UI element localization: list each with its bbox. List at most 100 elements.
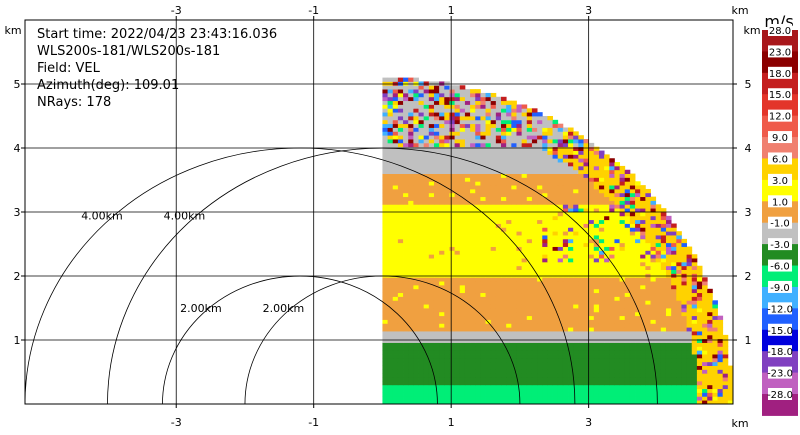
- data-cell: [655, 273, 662, 278]
- data-cell: [428, 258, 435, 263]
- data-cell: [439, 346, 445, 351]
- data-cell: [722, 350, 729, 355]
- data-cell: [382, 277, 388, 282]
- data-cell: [480, 258, 486, 263]
- data-cell: [418, 246, 425, 251]
- data-cell: [650, 208, 657, 213]
- data-cell: [609, 231, 615, 236]
- data-cell: [444, 273, 450, 278]
- data-cell: [598, 311, 605, 317]
- data-cell: [397, 377, 404, 382]
- data-cell: [459, 116, 466, 121]
- data-cell: [568, 354, 574, 359]
- data-cell: [475, 384, 481, 390]
- data-cell: [449, 235, 456, 240]
- data-cell: [562, 388, 569, 393]
- data-cell: [403, 162, 409, 167]
- data-cell: [439, 388, 445, 393]
- data-cell: [686, 327, 693, 332]
- data-cell: [686, 400, 693, 404]
- data-cell: [531, 354, 538, 359]
- data-cell: [382, 173, 388, 178]
- data-cell: [387, 208, 394, 213]
- data-cell: [542, 388, 548, 393]
- data-cell: [655, 350, 662, 355]
- data-cell: [645, 338, 651, 343]
- data-cell: [428, 273, 435, 278]
- data-cell: [423, 380, 430, 386]
- data-cell: [413, 300, 419, 305]
- data-cell: [707, 296, 713, 301]
- data-cell: [397, 361, 404, 366]
- data-cell: [470, 304, 476, 309]
- data-cell: [485, 135, 492, 140]
- data-cell: [676, 392, 682, 397]
- data-cell: [444, 319, 450, 324]
- data-cell: [629, 231, 636, 236]
- data-cell: [624, 308, 631, 313]
- data-cell: [537, 342, 543, 347]
- data-cell: [382, 265, 388, 270]
- data-cell: [604, 346, 610, 351]
- data-cell: [598, 215, 605, 221]
- data-cell: [501, 188, 507, 194]
- data-cell: [645, 292, 651, 297]
- data-cell: [382, 212, 388, 217]
- data-cell: [542, 223, 548, 228]
- data-cell: [392, 146, 399, 151]
- data-cell: [423, 315, 430, 320]
- data-cell: [696, 281, 703, 286]
- data-cell: [542, 258, 548, 263]
- data-cell: [454, 361, 461, 366]
- data-cell: [428, 327, 435, 332]
- data-cell: [428, 319, 435, 324]
- data-cell: [552, 139, 559, 144]
- data-cell: [490, 327, 497, 332]
- data-cell: [480, 334, 486, 340]
- data-cell: [470, 342, 476, 347]
- data-cell: [511, 204, 517, 209]
- data-cell: [454, 150, 461, 155]
- data-cell: [413, 119, 419, 125]
- data-cell: [408, 131, 414, 136]
- data-cell: [444, 308, 450, 313]
- data-cell: [537, 112, 543, 117]
- data-cell: [418, 281, 425, 286]
- data-cell: [470, 296, 476, 301]
- data-cell: [387, 158, 394, 163]
- data-cell: [676, 265, 682, 270]
- data-cell: [403, 292, 409, 297]
- data-cell: [501, 165, 507, 171]
- data-cell: [418, 208, 425, 213]
- data-cell: [397, 265, 404, 270]
- data-cell: [387, 212, 394, 217]
- data-cell: [501, 146, 507, 151]
- data-cell: [387, 223, 394, 228]
- data-cell: [624, 357, 631, 363]
- data-cell: [531, 185, 538, 190]
- data-cell: [392, 284, 399, 290]
- data-cell: [490, 388, 497, 393]
- data-cell: [578, 208, 584, 213]
- data-cell: [562, 277, 569, 282]
- data-cell: [444, 246, 450, 251]
- data-cell: [387, 92, 394, 98]
- data-cell: [660, 308, 667, 313]
- data-cell: [444, 334, 450, 340]
- data-cell: [573, 188, 579, 194]
- data-cell: [598, 300, 605, 305]
- data-cell: [387, 304, 394, 309]
- data-cell: [501, 254, 507, 259]
- data-cell: [433, 327, 440, 332]
- data-cell: [403, 169, 409, 174]
- data-cell: [403, 158, 409, 163]
- data-cell: [593, 196, 600, 201]
- data-cell: [408, 377, 414, 382]
- data-cell: [470, 388, 476, 393]
- data-cell: [433, 139, 440, 144]
- data-cell: [573, 158, 579, 163]
- data-cell: [495, 281, 502, 286]
- data-cell: [521, 331, 528, 336]
- data-cell: [449, 181, 456, 186]
- data-cell: [531, 284, 538, 290]
